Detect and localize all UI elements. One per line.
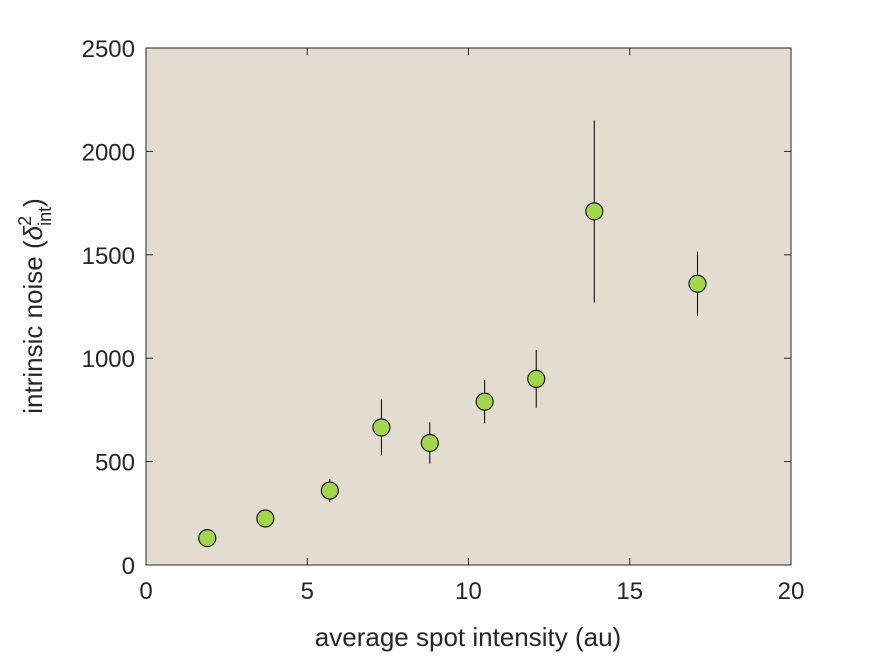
data-point: [475, 392, 494, 411]
x-tick-label: 0: [139, 578, 152, 605]
data-marks: [198, 120, 707, 548]
y-axis-title-symbol: δ: [18, 225, 48, 240]
y-tick-label: 2500: [82, 36, 135, 63]
y-tick-label: 0: [122, 553, 135, 580]
y-axis-title-prefix: intrinsic noise (: [18, 240, 48, 414]
y-tick-label: 2000: [82, 139, 135, 166]
axis-ticks: 0 5 10 15 20 0 500 1000 1500 2000 2500: [82, 36, 805, 605]
y-axis-title-subscript: int: [35, 207, 55, 226]
data-point: [256, 509, 275, 528]
y-tick-label: 500: [95, 450, 135, 477]
data-point: [198, 529, 217, 548]
data-point: [420, 433, 439, 453]
x-tick-label: 20: [778, 578, 805, 605]
y-axis-title-suffix: ): [18, 198, 48, 207]
data-point: [688, 274, 707, 293]
x-tick-label: 15: [616, 578, 643, 605]
data-point: [527, 369, 546, 388]
y-axis-title: intrinsic noise (δ2int): [15, 198, 55, 414]
x-axis-title: average spot intensity (au): [315, 622, 621, 652]
y-axis-title-superscript: 2: [15, 216, 35, 226]
data-point: [585, 202, 604, 221]
x-tick-label: 5: [301, 578, 314, 605]
data-point: [320, 481, 339, 500]
x-tick-label: 10: [455, 578, 482, 605]
plot-area: [146, 48, 791, 565]
y-tick-label: 1500: [82, 243, 135, 270]
y-tick-label: 1000: [82, 346, 135, 373]
data-point: [372, 418, 391, 437]
